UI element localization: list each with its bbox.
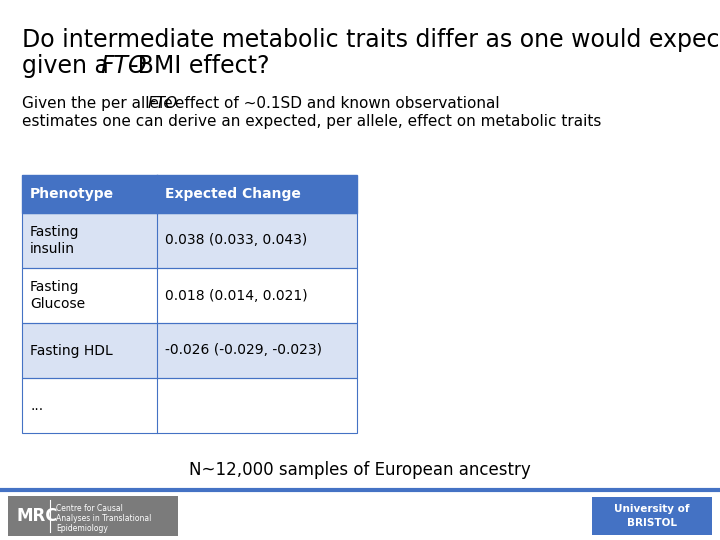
Text: Centre for Causal: Centre for Causal [56,504,123,513]
Text: Given the per allele: Given the per allele [22,96,178,111]
Text: -0.026 (-0.029, -0.023): -0.026 (-0.029, -0.023) [165,343,322,357]
Text: 0.038 (0.033, 0.043): 0.038 (0.033, 0.043) [165,233,307,247]
Bar [22,175,357,213]
Text: Expected Change: Expected Change [165,187,301,201]
Bar [22,323,357,378]
Bar [22,323,357,378]
Bar [22,213,357,268]
Text: 0.018 (0.014, 0.021): 0.018 (0.014, 0.021) [165,288,307,302]
Bar [22,268,357,323]
Text: Analyses in Translational: Analyses in Translational [56,514,151,523]
Text: effect of ~0.1SD and known observational: effect of ~0.1SD and known observational [170,96,500,111]
Bar [22,378,357,433]
Text: Fasting HDL: Fasting HDL [30,343,113,357]
Text: MRC: MRC [16,507,58,525]
Text: Do intermediate metabolic traits differ as one would expect: Do intermediate metabolic traits differ … [22,28,720,52]
Text: ...: ... [30,399,43,413]
Bar [22,213,357,268]
Text: Epidemiology: Epidemiology [56,524,108,533]
Text: University of
BRISTOL: University of BRISTOL [614,504,690,528]
Bar [22,175,357,213]
Text: FTO: FTO [148,96,178,111]
Text: Fasting
Glucose: Fasting Glucose [30,280,85,311]
Text: -BMI effect?: -BMI effect? [130,54,269,78]
Bar [8,496,178,536]
Text: N~12,000 samples of European ancestry: N~12,000 samples of European ancestry [189,461,531,479]
Text: Phenotype: Phenotype [30,187,114,201]
Text: given a: given a [22,54,117,78]
Text: estimates one can derive an expected, per allele, effect on metabolic traits: estimates one can derive an expected, pe… [22,114,601,129]
Text: FTO: FTO [100,54,147,78]
Text: Fasting
insulin: Fasting insulin [30,225,79,256]
Bar [22,268,357,323]
Bar [592,497,712,535]
Bar [22,378,357,433]
